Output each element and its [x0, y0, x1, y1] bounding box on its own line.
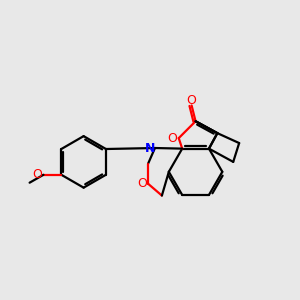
Text: O: O — [33, 168, 43, 181]
Text: O: O — [167, 132, 177, 145]
Text: O: O — [187, 94, 196, 107]
Text: N: N — [145, 142, 155, 154]
Text: O: O — [137, 177, 147, 190]
